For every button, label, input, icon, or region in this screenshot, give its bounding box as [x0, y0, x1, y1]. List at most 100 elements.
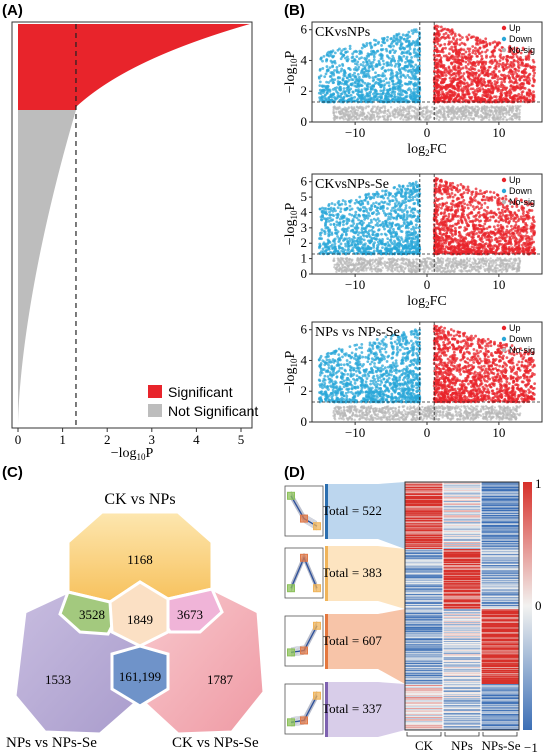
cluster-total: Total = 337 [322, 701, 382, 716]
legend-dot [501, 25, 507, 31]
not-significant-area [18, 110, 76, 426]
venn-value-left-only: 1533 [45, 672, 71, 687]
panel-label-d: (D) [284, 464, 305, 481]
x-tick-label: 10 [492, 277, 505, 292]
y-tick-label: 2 [301, 383, 308, 398]
heatmap-col-nps: NPs [451, 738, 473, 753]
legend-dot [501, 199, 507, 205]
cluster-band [378, 482, 405, 549]
x-tick-label: 3 [149, 432, 156, 447]
cluster-label-bg [325, 682, 378, 737]
legend-dot [501, 47, 507, 53]
volcano-title: CKvsNPs-Se [315, 177, 389, 192]
cluster-point [287, 718, 295, 727]
legend-dot [501, 177, 507, 183]
venn-value-top-right: 3673 [177, 607, 203, 622]
panel-a-xlabel: −log10P [111, 446, 154, 462]
volcano-ylabel: −log10P [283, 351, 299, 394]
y-tick-label: 2 [301, 235, 308, 250]
y-tick-label: 0 [301, 414, 308, 429]
scale-max-label: 1 [535, 476, 542, 491]
venn-value-top-only: 1168 [127, 552, 153, 567]
cluster-accent [325, 682, 328, 737]
y-tick-label: 4 [301, 352, 308, 367]
volcano-points [317, 24, 537, 122]
cluster-total: Total = 383 [322, 565, 382, 580]
volcano-title: CKvsNPs [315, 25, 370, 40]
y-tick-label: 0 [301, 114, 308, 129]
y-tick-label: 0 [301, 266, 308, 281]
cluster-point [313, 584, 321, 593]
x-tick-label: 10 [492, 125, 505, 140]
legend-dot [501, 36, 507, 42]
panel-label-b: (B) [284, 2, 305, 19]
heatmap-cells [405, 482, 519, 730]
venn-intersection-left-right [110, 644, 170, 708]
y-tick-label: 5 [301, 189, 308, 204]
x-tick-label: 1 [59, 432, 66, 447]
venn-value-top-left: 3528 [79, 607, 105, 622]
legend-label: No-sig [509, 345, 535, 355]
cluster-label-bg [325, 546, 378, 601]
cluster-point [300, 716, 308, 725]
y-tick-label: 2 [301, 83, 308, 98]
y-tick-label: 6 [301, 174, 308, 189]
panel-label-c: (C) [2, 464, 23, 481]
cluster-point [313, 522, 321, 531]
x-tick-label: 0 [424, 425, 431, 440]
cluster-point [287, 491, 295, 500]
cluster-trend-box [284, 683, 324, 735]
cluster-point [287, 584, 295, 593]
legend-label: No-sig [509, 45, 535, 55]
venn-value-right-only: 1787 [207, 672, 234, 687]
volcano-ylabel: −log10P [283, 51, 299, 94]
cluster-point [313, 691, 321, 700]
cluster-band [378, 546, 405, 609]
cluster-label-bg [325, 614, 378, 669]
venn-label-nps-vs-nps-se: NPs vs NPs-Se [6, 735, 97, 751]
legend-label: Up [509, 323, 521, 333]
venn-label-ck-vs-nps: CK vs NPs [104, 491, 175, 508]
y-tick-label: 1 [301, 251, 308, 266]
legend-dot [501, 188, 507, 194]
panel-d-heatmap: Total = 522 Total = 383 Total = 607 Total =… [284, 476, 542, 754]
legend-not-significant: Not Significant [168, 403, 258, 419]
x-tick-label: 4 [193, 432, 200, 447]
scale-mid-label: 0 [535, 598, 542, 613]
x-tick-label: 10 [492, 425, 505, 440]
cluster-accent [325, 484, 328, 539]
y-tick-label: 6 [301, 322, 308, 337]
legend-label: Down [509, 334, 532, 344]
legend-dot [501, 347, 507, 353]
legend-dot [501, 336, 507, 342]
cluster-band [378, 609, 405, 684]
y-tick-label: 3 [301, 220, 308, 235]
panel-c-venn: CK vs NPs 1168 3528 3673 1849 1533 161,1… [6, 491, 266, 751]
x-tick-label: −10 [345, 277, 365, 292]
cluster-total: Total = 522 [322, 503, 382, 518]
venn-intersection-center [108, 580, 170, 648]
cluster-point [300, 553, 308, 562]
column-bracket [406, 732, 442, 737]
heatmap-col-nps-se: NPs-Se [481, 738, 520, 753]
x-tick-label: 5 [238, 432, 245, 447]
column-bracket [444, 732, 480, 737]
panel-a-x-axis: 0 1 2 3 4 5 [15, 428, 245, 447]
x-tick-label: −10 [345, 125, 365, 140]
legend-label: No-sig [509, 197, 535, 207]
venn-label-ck-vs-nps-se: CK vs NPs-Se [172, 735, 259, 751]
volcano-title: NPs vs NPs-Se [315, 325, 400, 340]
cluster-trend-panels: Total = 522 Total = 383 Total = 607 Total =… [284, 482, 405, 737]
volcano-ylabel: −log10P [283, 203, 299, 246]
legend-significant: Significant [168, 384, 233, 400]
x-tick-label: 0 [424, 125, 431, 140]
heatmap-color-scale [523, 482, 532, 730]
volcano-points [317, 324, 537, 422]
panel-label-a: (A) [2, 2, 23, 19]
x-tick-label: 0 [424, 277, 431, 292]
legend-label: Up [509, 175, 521, 185]
